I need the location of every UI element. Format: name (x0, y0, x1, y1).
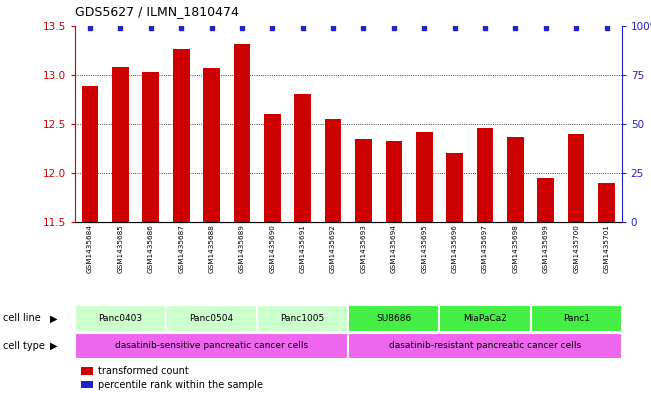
Text: GSM1435690: GSM1435690 (270, 224, 275, 274)
Bar (82, 86, 98, 222)
Bar (477, 128, 493, 222)
Bar (325, 119, 341, 222)
Text: GSM1435685: GSM1435685 (117, 224, 124, 274)
Text: GSM1435696: GSM1435696 (452, 224, 458, 274)
Bar (348, 332, 622, 359)
Text: percentile rank within the sample: percentile rank within the sample (98, 380, 262, 390)
Text: GSM1435684: GSM1435684 (87, 224, 93, 274)
Bar (143, 72, 159, 222)
Bar (531, 305, 622, 332)
Text: dasatinib-resistant pancreatic cancer cells: dasatinib-resistant pancreatic cancer ce… (389, 342, 581, 350)
Text: GSM1435701: GSM1435701 (603, 224, 609, 274)
Text: GSM1435692: GSM1435692 (330, 224, 336, 274)
Bar (446, 153, 463, 222)
Bar (416, 132, 432, 222)
Bar (166, 305, 257, 332)
Bar (598, 183, 615, 222)
Text: GSM1435695: GSM1435695 (421, 224, 427, 274)
Text: ▶: ▶ (49, 341, 57, 351)
Bar (234, 44, 250, 222)
Text: GSM1435697: GSM1435697 (482, 224, 488, 274)
Bar (173, 49, 189, 222)
Text: cell type: cell type (3, 341, 45, 351)
Text: GSM1435699: GSM1435699 (543, 224, 549, 274)
Text: MiaPaCa2: MiaPaCa2 (463, 314, 507, 323)
Text: Panc1005: Panc1005 (281, 314, 325, 323)
Text: GSM1435698: GSM1435698 (512, 224, 518, 274)
Bar (537, 178, 554, 222)
Text: SU8686: SU8686 (376, 314, 411, 323)
Text: GSM1435686: GSM1435686 (148, 224, 154, 274)
Text: GDS5627 / ILMN_1810474: GDS5627 / ILMN_1810474 (75, 5, 239, 18)
Bar (355, 138, 372, 222)
Bar (203, 68, 220, 222)
Text: GSM1435687: GSM1435687 (178, 224, 184, 274)
Bar (568, 134, 585, 222)
Text: GSM1435688: GSM1435688 (208, 224, 215, 274)
Bar (507, 136, 523, 222)
Bar (348, 305, 439, 332)
Bar (112, 67, 129, 222)
Text: ▶: ▶ (49, 313, 57, 323)
Bar (264, 114, 281, 222)
Text: GSM1435691: GSM1435691 (299, 224, 306, 274)
Text: GSM1435693: GSM1435693 (361, 224, 367, 274)
Text: dasatinib-sensitive pancreatic cancer cells: dasatinib-sensitive pancreatic cancer ce… (115, 342, 308, 350)
Text: Panc0504: Panc0504 (189, 314, 234, 323)
Text: cell line: cell line (3, 313, 41, 323)
Bar (75, 332, 348, 359)
Bar (294, 94, 311, 222)
Text: transformed count: transformed count (98, 366, 188, 376)
Text: Panc0403: Panc0403 (98, 314, 143, 323)
Bar (257, 305, 348, 332)
Text: Panc1: Panc1 (562, 314, 590, 323)
Text: GSM1435694: GSM1435694 (391, 224, 397, 274)
Text: GSM1435689: GSM1435689 (239, 224, 245, 274)
Bar (385, 141, 402, 222)
Text: GSM1435700: GSM1435700 (573, 224, 579, 274)
Bar (75, 305, 166, 332)
Bar (439, 305, 531, 332)
